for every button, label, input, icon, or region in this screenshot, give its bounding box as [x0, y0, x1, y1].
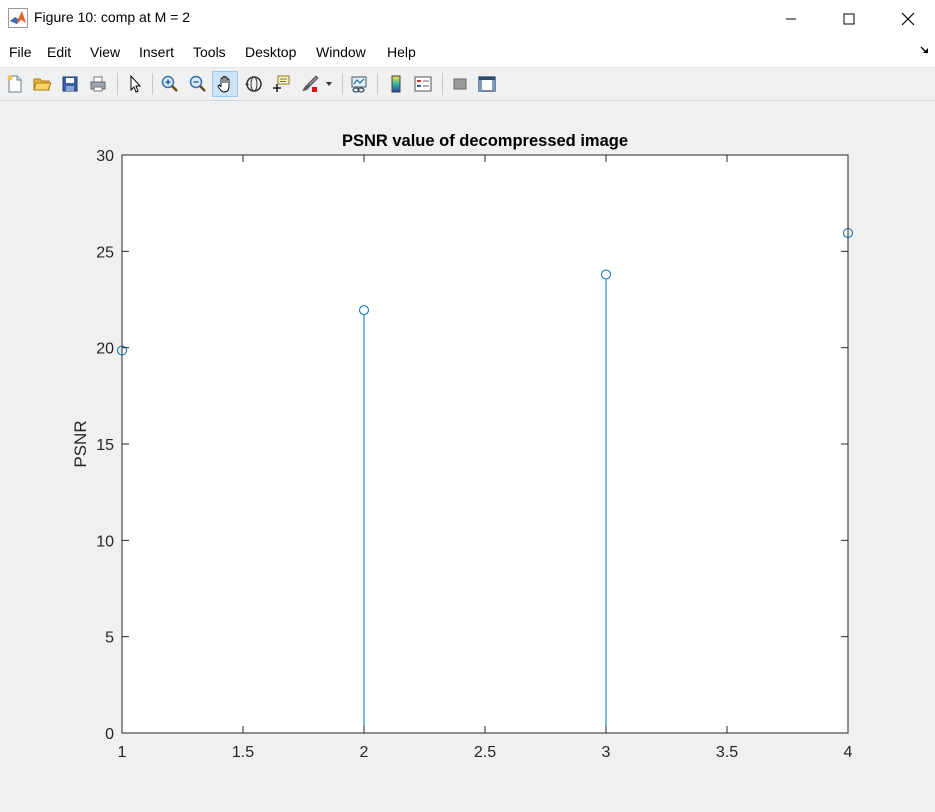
menu-tools[interactable]: Tools: [193, 44, 226, 60]
brush-dropdown[interactable]: [322, 71, 336, 97]
show-plot-tools-button[interactable]: [474, 71, 500, 97]
link-plot-icon: [351, 76, 367, 93]
hand-icon: [217, 76, 230, 93]
menu-bar: File Edit View Insert Tools Desktop Wind…: [0, 37, 935, 68]
new-file-icon: [7, 75, 22, 93]
axes[interactable]: 1 1.5 2 2.5 3 3.5 4 0 5 10 15 20 25 30 PSNR value of…: [71, 132, 853, 761]
hide-tools-icon: [453, 78, 467, 90]
x-tick-label: 2.5: [474, 744, 496, 761]
close-button[interactable]: [885, 0, 931, 37]
toolbar-separator: [117, 73, 118, 95]
plot-canvas: 1 1.5 2 2.5 3 3.5 4 0 5 10 15 20 25 30 PSNR value of…: [71, 132, 853, 761]
insert-legend-button[interactable]: [410, 71, 436, 97]
hide-plot-tools-button[interactable]: [447, 71, 473, 97]
matlab-logo-icon: [8, 8, 28, 28]
save-icon: [62, 76, 78, 92]
menu-file[interactable]: File: [9, 44, 32, 60]
show-tools-icon: [478, 76, 496, 92]
data-cursor-icon: [273, 75, 290, 92]
toolbar-separator: [442, 73, 443, 95]
data-cursor-button[interactable]: [268, 71, 294, 97]
toolbar-separator: [377, 73, 378, 95]
y-axis-ticks: 0 5 10 15 20 25 30: [96, 148, 114, 743]
menu-window[interactable]: Window: [316, 44, 366, 60]
dock-arrow-icon[interactable]: [919, 44, 931, 56]
rotate-3d-button[interactable]: [241, 71, 267, 97]
colorbar-icon: [391, 75, 401, 93]
zoom-in-button[interactable]: [157, 71, 183, 97]
zoom-out-button[interactable]: [185, 71, 211, 97]
menu-help[interactable]: Help: [387, 44, 416, 60]
y-tick-label: 15: [96, 437, 114, 454]
chevron-down-icon: [326, 82, 332, 86]
menu-insert[interactable]: Insert: [139, 44, 175, 60]
toolbar-separator: [342, 73, 343, 95]
zoom-in-icon: [161, 75, 178, 92]
axis-ticks: [121, 154, 849, 734]
minimize-icon: [786, 18, 796, 19]
x-tick-label: 2: [360, 744, 369, 761]
menu-desktop[interactable]: Desktop: [245, 44, 297, 60]
maximize-icon: [843, 13, 855, 24]
stem-marker: [359, 305, 369, 316]
legend-icon: [414, 76, 432, 92]
y-tick-label: 20: [96, 341, 114, 358]
y-tick-label: 0: [105, 726, 114, 743]
window-title: Figure 10: comp at M = 2: [34, 9, 191, 25]
pointer-icon: [130, 74, 142, 93]
y-tick-label: 5: [105, 630, 114, 647]
zoom-out-icon: [189, 75, 206, 92]
title-bar: Figure 10: comp at M = 2: [0, 0, 935, 37]
figure-toolbar: [0, 68, 935, 101]
x-axis-ticks: 1 1.5 2 2.5 3 3.5 4: [118, 744, 853, 761]
menu-edit[interactable]: Edit: [47, 44, 72, 60]
chart-title: PSNR value of decompressed image: [342, 132, 628, 150]
x-tick-label: 3.5: [716, 744, 738, 761]
close-icon: [901, 12, 915, 25]
open-file-button[interactable]: [29, 71, 55, 97]
pan-button[interactable]: [212, 71, 238, 97]
folder-open-icon: [33, 78, 52, 91]
y-tick-label: 30: [96, 148, 114, 165]
figure-canvas: 1 1.5 2 2.5 3 3.5 4 0 5 10 15 20 25 30 PSNR value of…: [0, 101, 935, 812]
axes-background: [122, 155, 848, 733]
minimize-button[interactable]: [768, 0, 814, 37]
x-tick-label: 4: [844, 744, 853, 761]
y-tick-label: 25: [96, 244, 114, 261]
new-figure-button[interactable]: [2, 71, 28, 97]
x-tick-label: 1.5: [232, 744, 254, 761]
insert-colorbar-button[interactable]: [383, 71, 409, 97]
rotate-icon: [245, 76, 262, 92]
y-tick-label: 10: [96, 533, 114, 550]
save-figure-button[interactable]: [57, 71, 83, 97]
brush-button[interactable]: [297, 71, 323, 97]
print-figure-button[interactable]: [85, 71, 111, 97]
stem-marker: [601, 269, 611, 280]
link-plot-button[interactable]: [346, 71, 372, 97]
toolbar-separator: [152, 73, 153, 95]
maximize-button[interactable]: [826, 0, 872, 37]
brush-icon: [302, 75, 319, 92]
menu-view[interactable]: View: [90, 44, 121, 60]
edit-plot-button[interactable]: [122, 71, 148, 97]
print-icon: [90, 76, 106, 92]
y-axis-label: PSNR: [71, 420, 90, 467]
x-tick-label: 1: [118, 744, 127, 761]
x-tick-label: 3: [602, 744, 611, 761]
